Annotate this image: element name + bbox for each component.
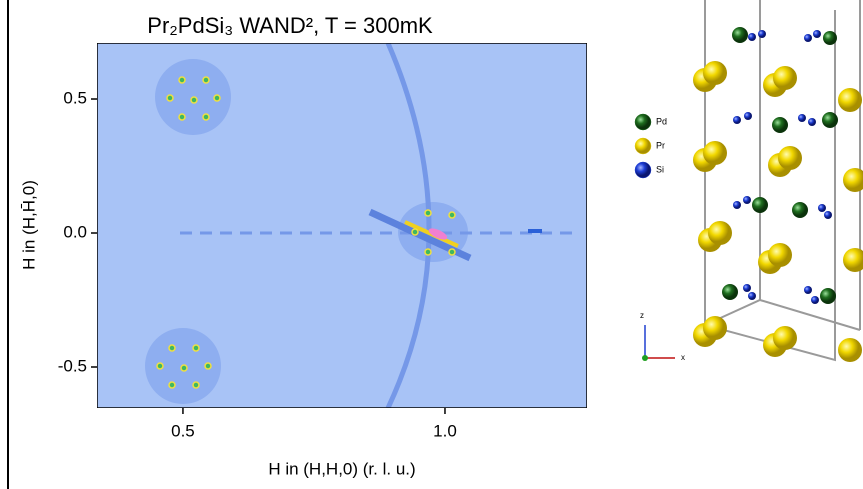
legend-swatch <box>634 137 652 155</box>
legend-label: Pr <box>656 140 665 150</box>
y-axis-label: H in (H,H̄,0) <box>19 180 38 270</box>
y-tick-label: 0.0 <box>63 222 87 241</box>
legend-swatch <box>634 161 652 179</box>
chart-title: Pr₂PdSi₃ WAND², T = 300mK <box>147 13 433 38</box>
legend: Pd Pr Si <box>634 113 667 179</box>
axis-letter: z <box>640 311 644 320</box>
axis-letter: x <box>681 353 685 362</box>
legend-label: Pd <box>656 116 667 126</box>
legend-swatch <box>634 113 652 131</box>
heatmap <box>97 43 587 408</box>
crystal-structure: z x <box>640 0 863 362</box>
y-tick-label: 0.5 <box>63 88 87 107</box>
x-tick-label: 1.0 <box>433 421 457 440</box>
x-tick-label: 0.5 <box>171 421 195 440</box>
y-tick-label: -0.5 <box>58 356 87 375</box>
x-axis-label: H in (H,H,0) (r. l. u.) <box>268 459 415 478</box>
legend-label: Si <box>656 164 664 174</box>
